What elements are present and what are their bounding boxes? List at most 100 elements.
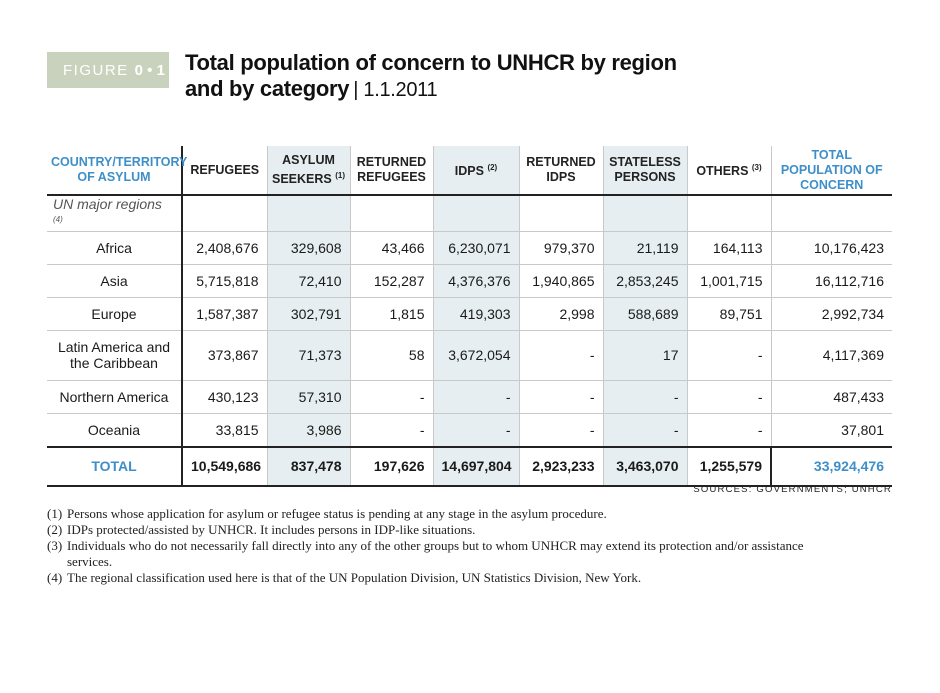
table-row: Latin America and the Caribbean 373,867 71… [47,330,892,381]
table-cell: - [519,413,604,448]
footnote-marker: (1) [47,506,63,521]
table-cell: 72,410 [267,264,351,298]
table-cell: 3,986 [267,413,351,448]
footnote-text: Individuals who do not necessarily fall … [67,538,804,569]
row-label: Latin America and the Caribbean [47,330,182,381]
footnote: (1) Persons whose application for asylum … [47,506,807,522]
table-cell: 3,463,070 [603,446,688,487]
table-cell: 837,478 [267,446,351,487]
table-cell: 17 [603,330,688,381]
population-table: COUNTRY/TERRITORY OF ASYLUM REFUGEES ASY… [47,146,892,487]
table-cell: 14,697,804 [433,446,520,487]
header-returned-refugees: RETURNED REFUGEES [350,146,434,196]
table-cell: - [519,380,604,414]
sources-note: SOURCES: GOVERNMENTS; UNHCR [693,484,892,495]
table-cell: - [687,413,772,448]
header-idps: IDPS (2) [433,146,520,196]
header-others: OTHERS (3) [687,146,772,196]
table-cell: 33,815 [181,413,268,448]
table-cell: 1,001,715 [687,264,772,298]
title-line-1: Total population of concern to UNHCR by … [185,50,677,75]
title-date: | 1.1.2011 [353,79,438,101]
footnote-text: The regional classification used here is… [67,570,642,585]
table-cell: - [687,380,772,414]
table-cell: 430,123 [181,380,268,414]
header-country: COUNTRY/TERRITORY OF ASYLUM [47,146,187,196]
table-row: Northern America 430,123 57,310- - - - -487,43… [47,380,892,414]
table-cell: 329,608 [267,231,351,265]
row-total: 2,992,734 [771,297,892,331]
table-cell: - [433,413,520,448]
row-label: Oceania [47,413,182,448]
table-cell: 2,998 [519,297,604,331]
row-label: TOTAL [47,446,182,487]
footnote-marker: (3) [47,538,63,553]
row-label: Asia [47,264,182,298]
footnote-text: Persons whose application for asylum or … [67,506,607,521]
header-row: COUNTRY/TERRITORY OF ASYLUM REFUGEES ASY… [47,146,892,196]
row-total: 10,176,423 [771,231,892,265]
table-cell: 1,255,579 [687,446,772,487]
table-cell: 588,689 [603,297,688,331]
table-cell: 89,751 [687,297,772,331]
table-cell: 10,549,686 [181,446,268,487]
figure-number: 0 • 1 [134,61,165,79]
header-total: TOTAL POPULATION OF CONCERN [771,146,892,196]
table-cell: 3,672,054 [433,330,520,381]
table-cell: 43,466 [350,231,434,265]
header-stateless: STATELESS PERSONS [603,146,688,196]
footnote: (4) The regional classification used here… [47,570,807,586]
table-cell: 2,408,676 [181,231,268,265]
table-cell: 71,373 [267,330,351,381]
table-cell: - [687,330,772,381]
subheader-label: UN major regions (4) [47,195,182,232]
total-row: TOTAL 10,549,686 837,478 197,626 14,697,804 2… [47,446,892,487]
footnote-marker: (4) [47,570,63,585]
footnote-marker: (2) [47,522,63,537]
table-cell: - [603,413,688,448]
table-cell: 1,587,387 [181,297,268,331]
table-cell: - [603,380,688,414]
row-total: 16,112,716 [771,264,892,298]
table-row: Europe 1,587,387 302,791 1,815 419,303 2,998 5… [47,297,892,331]
table-cell: 979,370 [519,231,604,265]
footnote-text: IDPs protected/assisted by UNHCR. It inc… [67,522,476,537]
row-label: Africa [47,231,182,265]
row-total: 33,924,476 [770,446,892,487]
header-refugees: REFUGEES [181,146,268,196]
table-cell: 21,119 [603,231,688,265]
table-cell: 1,940,865 [519,264,604,298]
table-cell: 2,923,233 [519,446,604,487]
table-cell: 152,287 [350,264,434,298]
table-cell: 5,715,818 [181,264,268,298]
subheader-row: UN major regions (4) [47,195,892,232]
table-cell: - [519,330,604,381]
table-cell: 2,853,245 [603,264,688,298]
table-cell: 58 [350,330,434,381]
table-cell: 302,791 [267,297,351,331]
row-total: 37,801 [771,413,892,448]
title-line-2: and by category [185,76,350,101]
row-label: Northern America [47,380,182,414]
row-label: Europe [47,297,182,331]
table-row: Oceania 33,815 3,986- - - - -37,801 [47,413,892,448]
footnotes: (1) Persons whose application for asylum … [47,506,807,586]
row-total: 487,433 [771,380,892,414]
header-returned-idps: RETURNED IDPS [519,146,604,196]
figure-badge: FIGURE 0 • 1 [47,52,169,88]
table-cell: - [350,380,434,414]
footnote: (3) Individuals who do not necessarily fa… [47,538,807,570]
table-cell: 197,626 [350,446,434,487]
figure-title: Total population of concern to UNHCR by … [185,50,677,103]
table-cell: - [350,413,434,448]
table-cell: 1,815 [350,297,434,331]
table-cell: - [433,380,520,414]
table-row: Africa 2,408,676 329,608 43,466 6,230,071 979… [47,231,892,265]
figure-label: FIGURE [63,61,129,79]
table-row: Asia 5,715,818 72,410 152,287 4,376,376 1,940… [47,264,892,298]
table-cell: 164,113 [687,231,772,265]
row-total: 4,117,369 [771,330,892,381]
table-cell: 419,303 [433,297,520,331]
table-cell: 4,376,376 [433,264,520,298]
footnote: (2) IDPs protected/assisted by UNHCR. It … [47,522,807,538]
